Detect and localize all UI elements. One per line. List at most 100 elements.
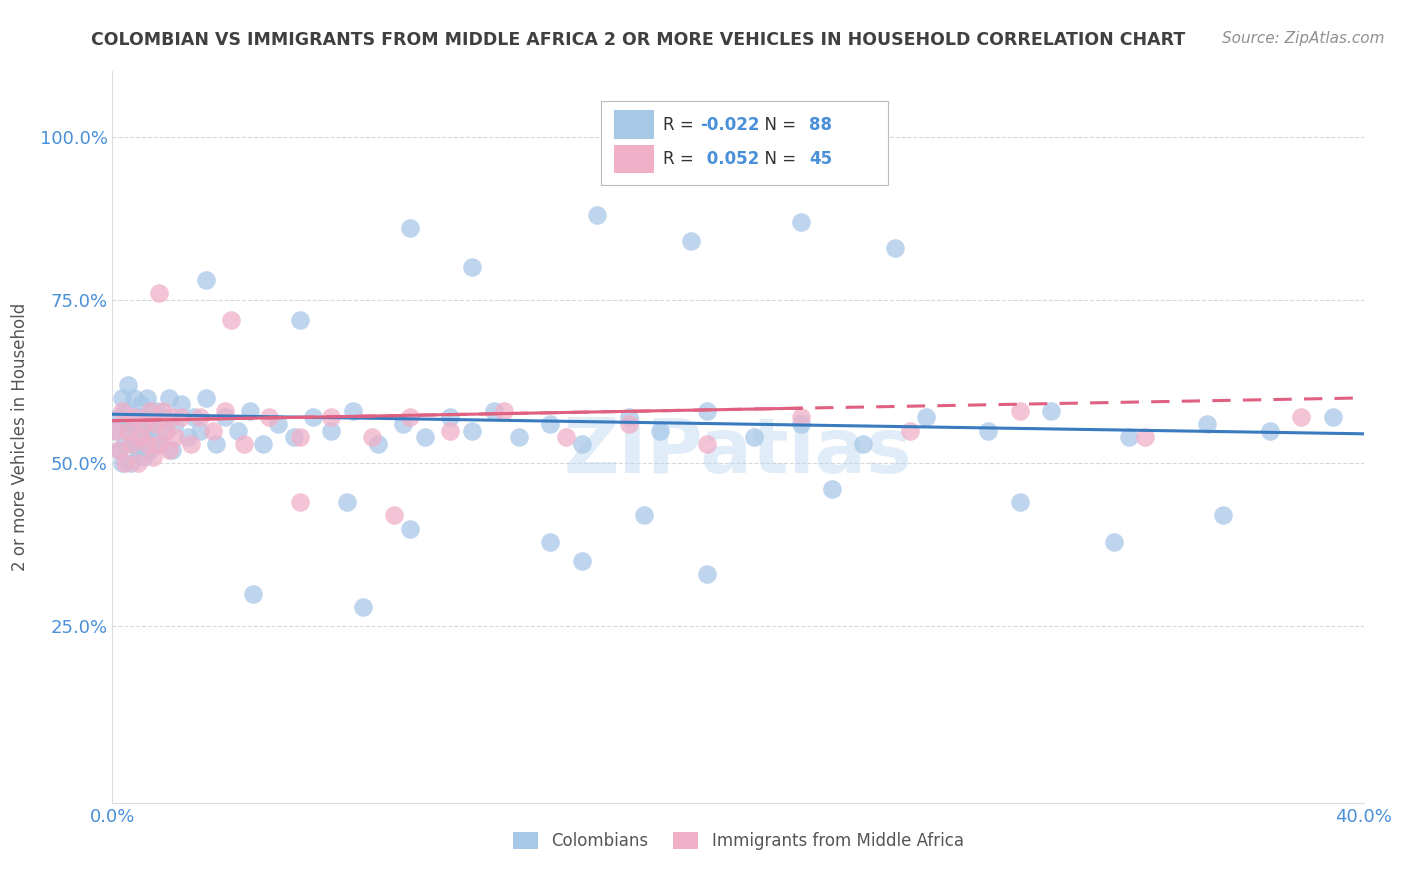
Point [104, 424, 127, 438]
Point [367, 436, 389, 450]
Point [617, 410, 640, 425]
Text: -0.022: -0.022 [700, 116, 761, 134]
Point [157, 443, 180, 458]
Point [120, 456, 142, 470]
Point [127, 456, 149, 470]
Point [135, 424, 157, 438]
Point [342, 404, 364, 418]
Point [742, 430, 765, 444]
Text: N =: N = [755, 116, 801, 134]
Point [132, 410, 155, 425]
Point [1008, 404, 1031, 418]
Point [1258, 424, 1281, 438]
Point [648, 424, 671, 438]
Point [157, 391, 180, 405]
Point [252, 436, 274, 450]
Point [821, 483, 844, 497]
Point [120, 436, 142, 450]
Point [201, 424, 224, 438]
Point [555, 430, 578, 444]
Point [398, 410, 420, 425]
Point [242, 587, 264, 601]
Point [139, 417, 162, 431]
Point [239, 404, 262, 418]
Point [107, 443, 129, 458]
Point [439, 410, 461, 425]
Point [696, 404, 718, 418]
Point [633, 508, 655, 523]
Point [124, 391, 146, 405]
Point [439, 424, 461, 438]
Point [114, 404, 136, 418]
Point [696, 567, 718, 582]
Point [1133, 430, 1156, 444]
Point [257, 410, 280, 425]
Point [883, 241, 905, 255]
Point [114, 436, 136, 450]
Point [290, 495, 312, 509]
Point [188, 424, 211, 438]
Point [111, 391, 134, 405]
Text: R =: R = [664, 116, 699, 134]
Point [170, 397, 193, 411]
Point [415, 430, 437, 444]
Text: 88: 88 [810, 116, 832, 134]
Point [1039, 404, 1063, 418]
Point [321, 424, 343, 438]
Point [267, 417, 290, 431]
Point [461, 424, 484, 438]
Point [204, 436, 226, 450]
FancyBboxPatch shape [600, 101, 889, 185]
Y-axis label: 2 or more Vehicles in Household: 2 or more Vehicles in Household [10, 303, 28, 571]
Point [142, 430, 165, 444]
Point [114, 456, 136, 470]
Point [139, 404, 162, 418]
Point [152, 410, 174, 425]
Point [111, 456, 134, 470]
Text: 45: 45 [810, 150, 832, 168]
Point [540, 417, 562, 431]
Point [898, 424, 921, 438]
Point [1118, 430, 1140, 444]
Text: 0.052: 0.052 [700, 150, 759, 168]
Point [283, 430, 305, 444]
Point [540, 534, 562, 549]
Point [135, 436, 157, 450]
Text: ZIPatlas: ZIPatlas [564, 415, 912, 489]
Point [226, 424, 249, 438]
Point [398, 221, 420, 235]
Point [852, 436, 875, 450]
Point [571, 554, 593, 568]
Point [790, 214, 813, 228]
Point [461, 260, 484, 275]
Point [336, 495, 359, 509]
Point [221, 312, 243, 326]
Point [142, 450, 165, 464]
Point [127, 410, 149, 425]
Point [104, 424, 127, 438]
Point [1291, 410, 1313, 425]
Point [571, 436, 593, 450]
Point [132, 450, 155, 464]
Point [1212, 508, 1234, 523]
Point [124, 410, 146, 425]
Point [129, 430, 152, 444]
Point [617, 417, 640, 431]
Point [482, 404, 505, 418]
Point [195, 391, 218, 405]
Point [696, 436, 718, 450]
Point [321, 410, 343, 425]
Point [107, 410, 129, 425]
Text: N =: N = [755, 150, 801, 168]
Point [155, 424, 177, 438]
Point [152, 404, 174, 418]
Point [139, 443, 162, 458]
Point [1322, 410, 1344, 425]
Point [232, 436, 254, 450]
Point [132, 417, 155, 431]
Point [1008, 495, 1031, 509]
Point [135, 391, 157, 405]
Point [790, 417, 813, 431]
Point [1197, 417, 1219, 431]
Point [124, 436, 146, 450]
